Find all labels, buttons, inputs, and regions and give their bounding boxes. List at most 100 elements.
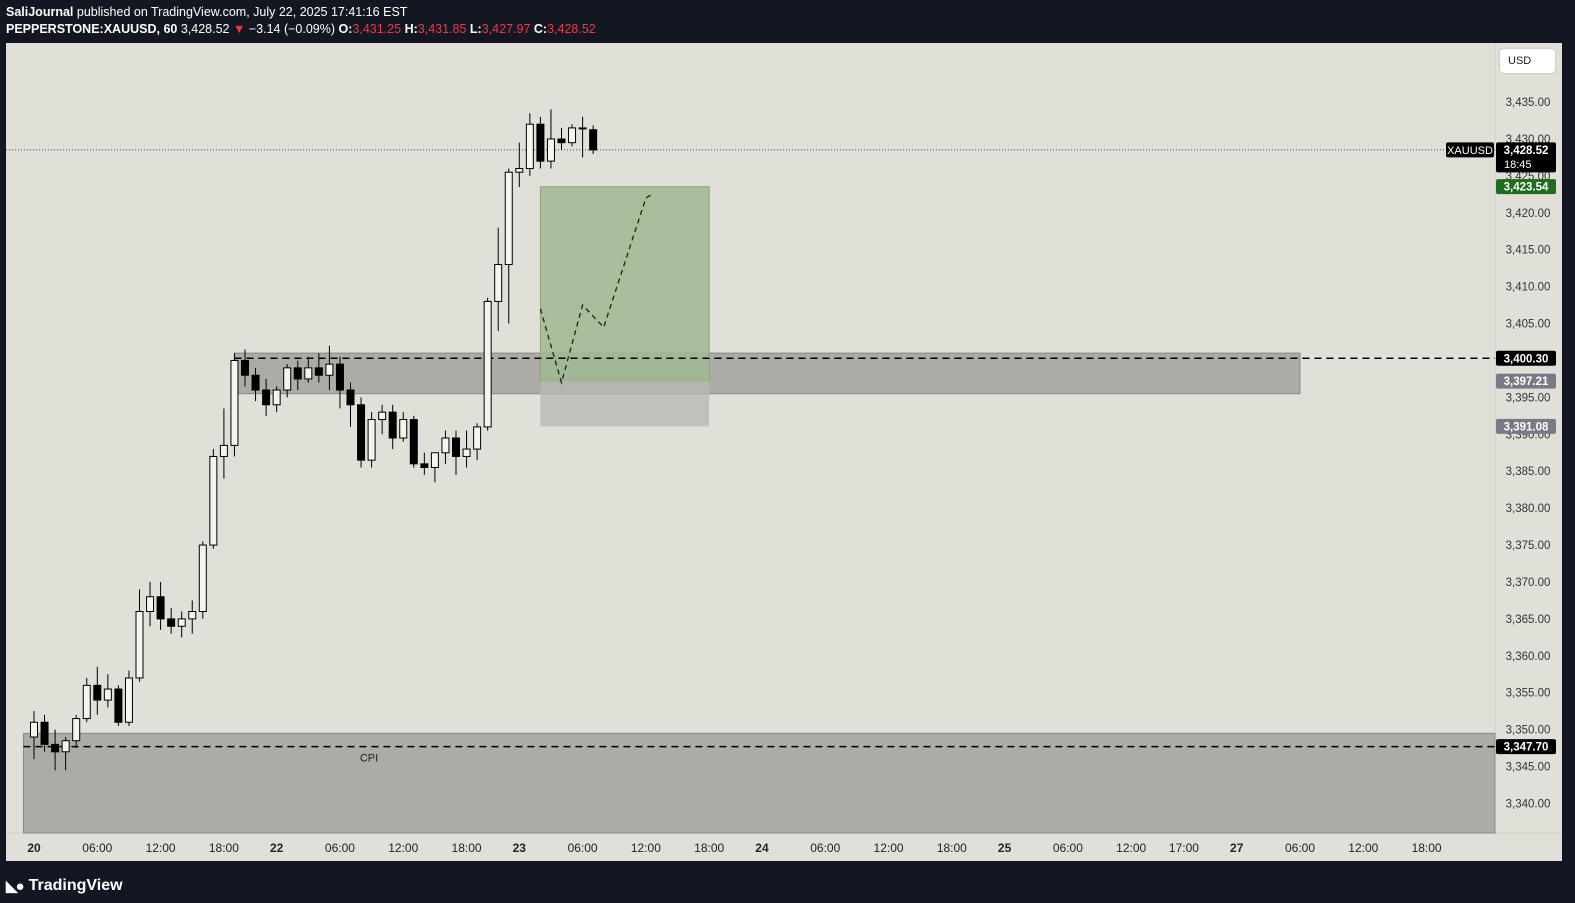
y-tick-label: 3,415.00 — [1506, 245, 1551, 257]
y-tick-label: 3,355.00 — [1506, 688, 1551, 700]
x-tick-label: 12:00 — [1348, 841, 1378, 855]
candle-body — [441, 437, 450, 454]
candle — [568, 124, 577, 147]
stop-price-label: 3,391.08 — [1496, 418, 1556, 434]
candle — [177, 611, 186, 638]
y-tick-label: 3,410.00 — [1506, 282, 1551, 294]
candle — [335, 356, 344, 409]
candle-body — [124, 677, 133, 723]
open-label: O: — [338, 22, 353, 36]
x-tick-label: 12:00 — [631, 841, 661, 855]
x-tick-label: 24 — [755, 841, 769, 855]
candle — [494, 227, 503, 331]
candle-body — [378, 411, 387, 421]
candle — [557, 127, 566, 151]
price-label-text: 3,400.30 — [1504, 353, 1549, 365]
candle-body — [452, 437, 460, 457]
candle-body — [504, 171, 513, 265]
cpi-zone — [22, 732, 1496, 834]
price-change: −3.14 (−0.09%) — [248, 22, 336, 36]
y-tick-label: 3,380.00 — [1506, 503, 1551, 515]
currency-button[interactable]: USD — [1500, 49, 1555, 73]
open-value: 3,431.25 — [352, 22, 402, 36]
candle — [209, 449, 218, 549]
candle — [93, 666, 102, 715]
candle — [40, 714, 49, 752]
level-3347-label: 3,347.70 — [1496, 739, 1556, 755]
author-name[interactable]: SaliJournal — [6, 5, 74, 19]
candle — [515, 142, 524, 187]
candle — [283, 364, 292, 398]
candle-body — [283, 367, 292, 391]
candle — [546, 109, 555, 169]
candle-body — [494, 263, 503, 302]
candle-body — [61, 740, 70, 753]
candle-body — [167, 618, 176, 627]
candle-body — [188, 611, 197, 620]
candle-body — [325, 363, 334, 376]
y-tick-label: 3,350.00 — [1506, 725, 1551, 737]
candle-body — [335, 363, 344, 391]
candle — [230, 353, 239, 457]
x-tick-label: 22 — [270, 841, 284, 855]
candle-body — [515, 168, 524, 173]
x-tick-label: 06:00 — [1053, 841, 1083, 855]
candle-body — [241, 359, 249, 376]
x-tick-label: 18:00 — [452, 841, 482, 855]
candle — [473, 423, 482, 461]
candle-body — [272, 389, 281, 406]
symbol-tag — [1446, 142, 1494, 158]
candle-body — [346, 389, 355, 406]
target-price-label: 3,423.54 — [1496, 179, 1556, 195]
candle — [219, 408, 228, 479]
candle — [346, 382, 355, 427]
candle — [452, 430, 460, 475]
x-tick-label: 25 — [998, 841, 1012, 855]
close-value: 3,428.52 — [547, 22, 596, 36]
low-value: 3,427.97 — [481, 22, 531, 36]
x-tick-label: 23 — [513, 841, 527, 855]
candle-body — [262, 389, 271, 406]
candle — [198, 541, 207, 619]
price-label-text: 3,347.70 — [1504, 742, 1549, 754]
candle — [409, 415, 418, 468]
cpi-label: CPI — [360, 752, 378, 764]
candle — [578, 116, 587, 158]
y-tick-label: 3,375.00 — [1506, 540, 1551, 552]
candle-body — [103, 688, 112, 701]
candle-body — [209, 455, 218, 546]
tradingview-logo[interactable]: ◣● TradingView — [6, 877, 123, 895]
candle-body — [557, 138, 566, 144]
candle-body — [146, 596, 155, 613]
candle — [114, 685, 123, 726]
tradingview-brand: TradingView — [28, 877, 123, 894]
candle-body — [473, 426, 482, 450]
candle-body — [388, 411, 397, 439]
candle-body — [525, 123, 534, 170]
candle — [241, 349, 249, 387]
candle — [51, 729, 60, 771]
candle — [325, 345, 334, 391]
x-tick-label: 17:00 — [1169, 841, 1199, 855]
candle-body — [40, 721, 49, 745]
x-tick-label: 18:00 — [209, 841, 239, 855]
symbol-name[interactable]: PEPPERSTONE:XAUUSD, 60 — [6, 22, 178, 36]
level-3400-label: 3,400.30 — [1496, 350, 1556, 366]
x-tick-label: 18:00 — [937, 841, 967, 855]
high-label: H: — [404, 22, 418, 36]
candle — [462, 430, 471, 468]
candle-body — [314, 367, 323, 376]
x-tick-label: 06:00 — [568, 841, 598, 855]
symbol-tag-text: XAUUSD — [1447, 145, 1493, 157]
price-label-text: 3,391.08 — [1504, 421, 1549, 433]
supply-demand-zone — [233, 352, 1301, 395]
candle-body — [293, 367, 302, 380]
price-label-text: 3,428.52 — [1504, 145, 1549, 157]
candle-body — [135, 611, 144, 679]
x-tick-label: 06:00 — [810, 841, 840, 855]
x-tick-label: 18:00 — [1412, 841, 1442, 855]
candle — [167, 607, 176, 634]
x-tick-label: 12:00 — [1116, 841, 1146, 855]
candle-body — [546, 138, 555, 162]
